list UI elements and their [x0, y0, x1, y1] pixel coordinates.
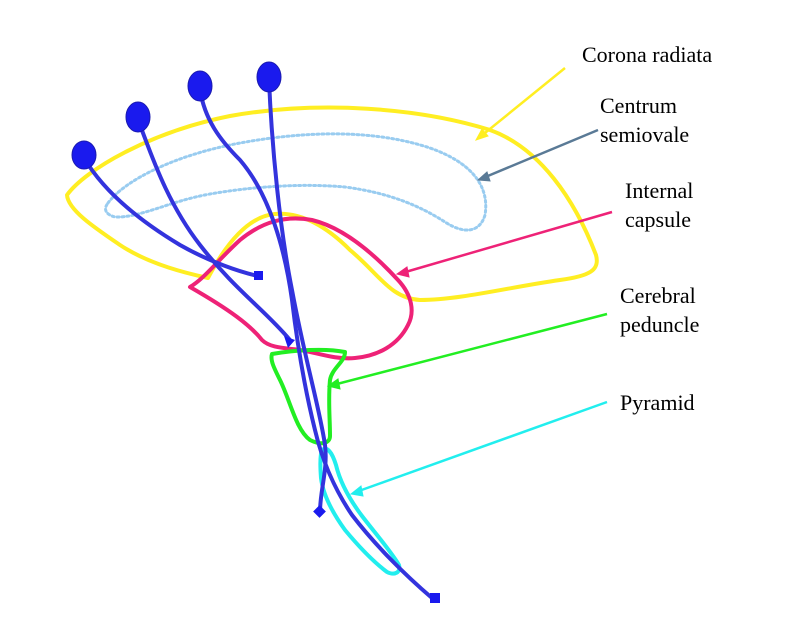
fiber-3 [198, 88, 434, 600]
internal-capsule-outline [188, 216, 414, 361]
label-pyramid: Pyramid [620, 390, 695, 415]
label-cerebral-peduncle-line2: peduncle [620, 312, 699, 337]
centrum-semiovale-arrow [482, 128, 599, 180]
corona-radiata-arrow [479, 67, 566, 138]
neuron-body-icon [256, 61, 282, 93]
fiber-terminals [254, 271, 440, 603]
label-corona-radiata: Corona radiata [582, 42, 712, 67]
internal-capsule-arrowhead [395, 266, 410, 278]
centrum-semiovale-arrowhead [476, 171, 491, 182]
neuron-body-icon [125, 101, 151, 133]
neuron-bodies [71, 61, 282, 170]
fiber-4 [267, 78, 328, 514]
label-cerebral-peduncle-line1: Cerebral [620, 283, 696, 308]
fiber-end-icon [254, 271, 263, 280]
cerebral-peduncle-arrowhead [326, 378, 341, 390]
internal-capsule-arrow [401, 210, 613, 275]
neuron-body-icon [187, 70, 213, 102]
label-internal-capsule-line1: Internal [625, 178, 693, 203]
cerebral-peduncle-arrow [332, 312, 608, 387]
pointer-arrows [326, 67, 613, 497]
fiber-end-icon [284, 336, 295, 348]
label-centrum-semiovale-line2: semiovale [600, 122, 689, 147]
corona-radiata-arrowhead [474, 128, 489, 141]
cerebral-peduncle-outline [269, 347, 347, 446]
corona-radiata-outline [65, 105, 599, 302]
centrum-semiovale-outline [104, 132, 488, 232]
fiber-end-icon [430, 593, 440, 603]
fiber-1 [82, 156, 260, 278]
pyramid-arrowhead [349, 485, 364, 497]
descending-fibers [82, 78, 434, 600]
fiber-2 [136, 118, 292, 342]
label-centrum-semiovale-line1: Centrum [600, 93, 677, 118]
pyramid-arrow [355, 400, 608, 494]
fiber-end-icon [313, 505, 326, 518]
label-internal-capsule-line2: capsule [625, 207, 691, 232]
neuron-body-icon [71, 140, 97, 170]
